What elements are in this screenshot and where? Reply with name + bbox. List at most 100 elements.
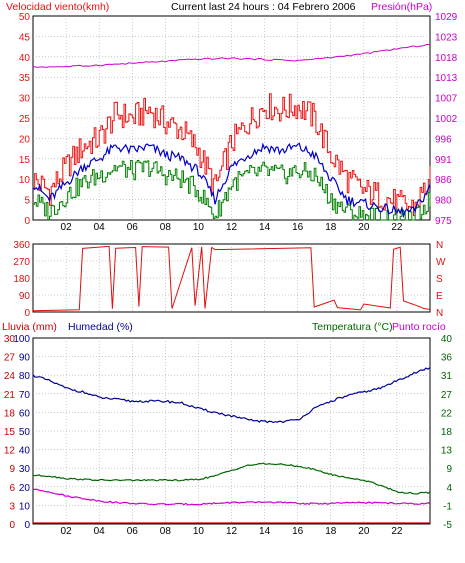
left-tick-label: 0 xyxy=(24,216,30,227)
wind-average-line xyxy=(32,142,431,219)
rain-tick-label: 18 xyxy=(4,408,16,419)
left-tick-label: 5 xyxy=(24,196,30,207)
humidity-line xyxy=(32,367,431,424)
x-tick-label: 22 xyxy=(391,526,403,537)
wind-speed-title: Velocidad viento(kmh) xyxy=(6,1,109,13)
direction-tick-label: 270 xyxy=(13,257,30,268)
x-tick-label: 16 xyxy=(292,526,304,537)
direction-tick-label: 0 xyxy=(24,308,30,319)
left-tick-label: 30 xyxy=(19,94,31,105)
right-tick-label: 1018 xyxy=(435,53,458,64)
temperature-tick-label: 13 xyxy=(441,446,453,457)
temperature-tick-label: -1 xyxy=(443,501,452,512)
x-tick-label: 12 xyxy=(226,222,238,233)
rain-title: Lluvia (mm) xyxy=(2,321,57,333)
rain-tick-label: 27 xyxy=(4,353,16,364)
temperature-tick-label: 40 xyxy=(441,334,453,345)
right-tick-label: 1023 xyxy=(435,32,458,43)
temperature-title: Temperatura (°C) xyxy=(312,321,393,333)
dew-point-line xyxy=(32,488,431,506)
rain-tick-label: 30 xyxy=(4,334,16,345)
wind-pressure-panel: 02 04 06 08 10 12 14 16 18 20 22 0 5 10 15 20 25 30 35 40 45… xyxy=(19,12,458,233)
wind-low-line xyxy=(33,160,431,221)
temperature-tick-label: -5 xyxy=(443,520,452,531)
humidity-tick-label: 20 xyxy=(19,483,31,494)
x-tick-label: 16 xyxy=(292,222,304,233)
left-tick-label: 20 xyxy=(19,134,31,145)
rain-tick-label: 6 xyxy=(9,483,15,494)
compass-tick-label: S xyxy=(436,274,443,285)
left-tick-label: 40 xyxy=(19,53,31,64)
wind-gust-line xyxy=(33,93,431,217)
x-tick-label: 04 xyxy=(94,222,106,233)
compass-tick-label: W xyxy=(436,257,446,268)
x-tick-label: 12 xyxy=(226,526,238,537)
x-tick-label: 02 xyxy=(61,222,73,233)
temperature-tick-label: 27 xyxy=(441,390,453,401)
x-tick-label: 20 xyxy=(358,526,370,537)
humidity-tick-label: 30 xyxy=(19,464,31,475)
humidity-tick-label: 70 xyxy=(19,390,31,401)
temperature-tick-label: 18 xyxy=(441,427,453,438)
left-tick-label: 10 xyxy=(19,175,31,186)
humidity-tick-label: 40 xyxy=(19,446,31,457)
x-tick-label: 10 xyxy=(193,222,205,233)
x-tick-label: 06 xyxy=(127,222,139,233)
humidity-tick-label: 90 xyxy=(19,353,31,364)
humidity-tick-label: 50 xyxy=(19,427,31,438)
rain-tick-label: 0 xyxy=(9,520,15,531)
left-tick-label: 35 xyxy=(19,73,31,84)
humidity-tick-label: 10 xyxy=(19,501,31,512)
humidity-tick-label: 0 xyxy=(24,520,30,531)
rain-tick-label: 24 xyxy=(4,371,16,382)
temperature-tick-label: 31 xyxy=(441,371,453,382)
rain-tick-label: 21 xyxy=(4,390,16,401)
period-title: Current last 24 hours : 04 Febrero 2006 xyxy=(171,1,356,13)
right-tick-label: 1007 xyxy=(435,94,458,105)
direction-tick-label: 90 xyxy=(19,291,31,302)
humidity-tick-label: 80 xyxy=(19,371,31,382)
wind-direction-line xyxy=(32,245,431,312)
humidity-tick-label: 60 xyxy=(19,408,31,419)
x-tick-label: 02 xyxy=(61,526,73,537)
right-tick-label: 1002 xyxy=(435,114,458,125)
pressure-line xyxy=(32,44,430,68)
x-tick-label: 18 xyxy=(325,526,337,537)
compass-tick-label: N xyxy=(436,240,443,251)
x-tick-label: 06 xyxy=(127,526,139,537)
temperature-tick-label: 9 xyxy=(446,464,452,475)
x-tick-label: 10 xyxy=(193,526,205,537)
x-tick-label: 20 xyxy=(358,222,370,233)
compass-tick-label: N xyxy=(436,308,443,319)
humidity-title: Humedad (%) xyxy=(68,321,133,333)
x-tick-label: 08 xyxy=(160,222,172,233)
right-tick-label: 991 xyxy=(435,155,452,166)
humidity-tick-label: 100 xyxy=(13,334,30,345)
rain-tick-label: 12 xyxy=(4,446,16,457)
rain-tick-label: 15 xyxy=(4,427,16,438)
temperature-tick-label: 4 xyxy=(446,483,452,494)
right-tick-label: 980 xyxy=(435,196,452,207)
temperature-tick-label: 36 xyxy=(441,353,453,364)
left-tick-label: 50 xyxy=(19,12,31,23)
rain-tick-label: 9 xyxy=(9,464,15,475)
rain-tick-label: 3 xyxy=(9,501,15,512)
left-tick-label: 25 xyxy=(19,114,31,125)
temperature-tick-label: 22 xyxy=(441,408,453,419)
x-tick-label: 18 xyxy=(325,222,337,233)
dew-point-title: Punto rocío xyxy=(392,321,446,333)
left-tick-label: 45 xyxy=(19,32,31,43)
direction-tick-label: 360 xyxy=(13,240,30,251)
right-tick-label: 996 xyxy=(435,134,452,145)
pressure-title: Presión(hPa) xyxy=(371,1,432,13)
right-tick-label: 1013 xyxy=(435,73,458,84)
right-tick-label: 1029 xyxy=(435,12,458,23)
x-tick-label: 14 xyxy=(259,222,271,233)
left-tick-label: 15 xyxy=(19,155,31,166)
x-tick-label: 22 xyxy=(391,222,403,233)
x-tick-label: 04 xyxy=(94,526,106,537)
right-tick-label: 975 xyxy=(435,216,452,227)
